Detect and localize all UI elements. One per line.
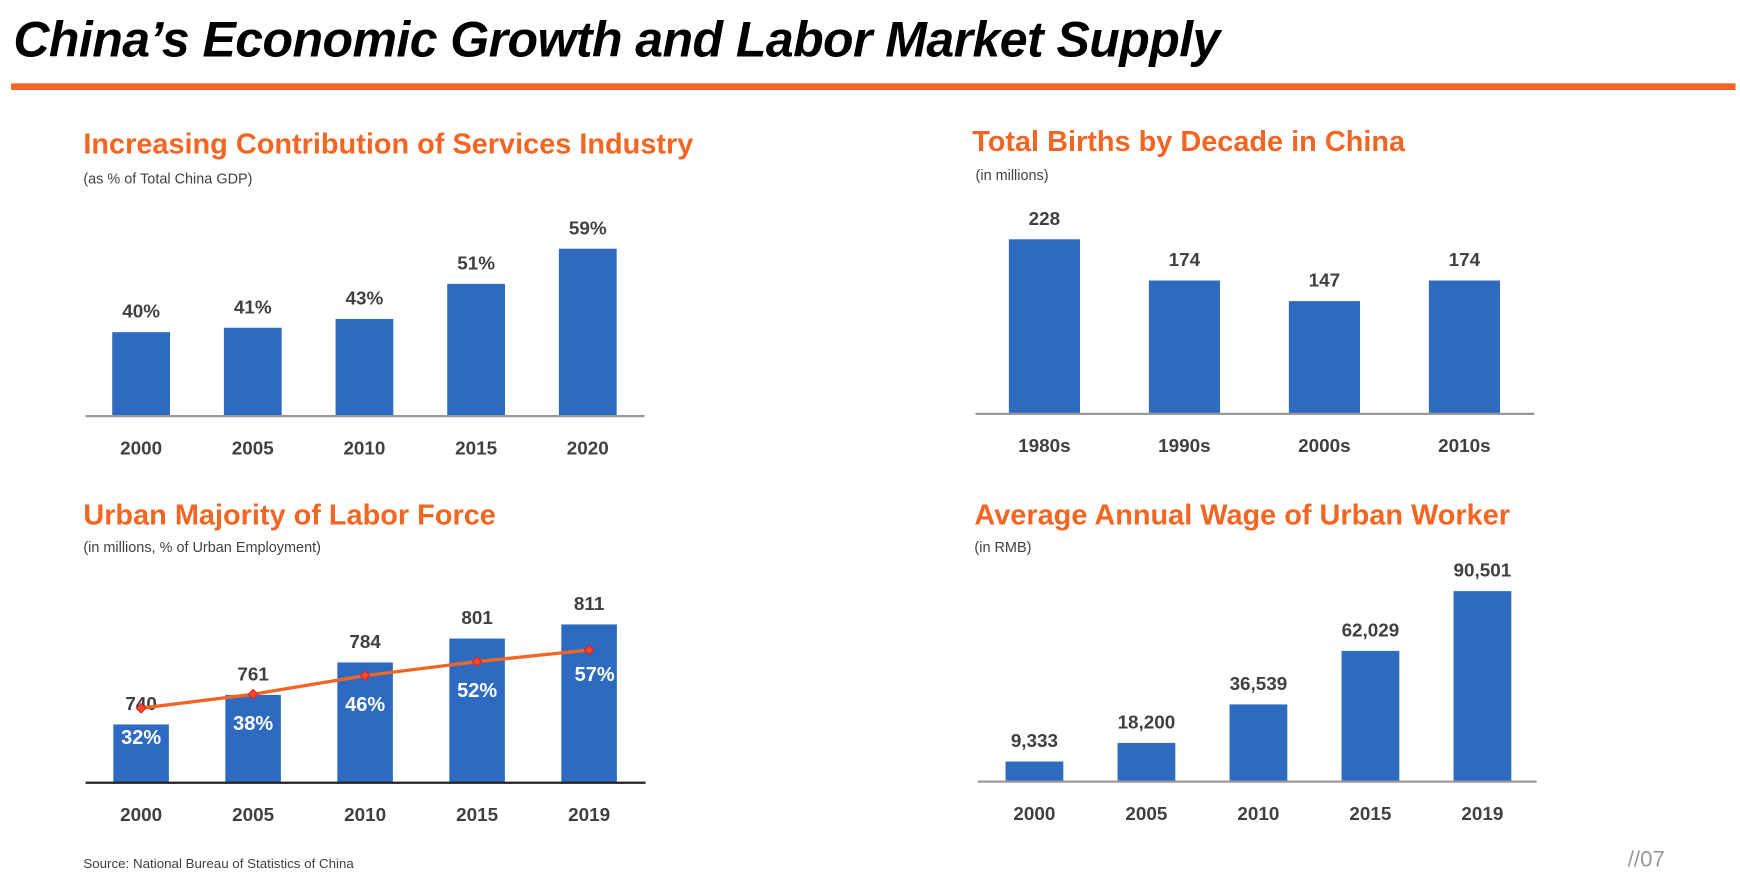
bar-2-1 (225, 694, 281, 783)
chart-subtitle-services: (as % of Total China GDP) (83, 169, 253, 187)
x-tick-label: 2005 (232, 805, 274, 826)
line-point-marker (471, 656, 483, 668)
bar-3-4 (1453, 591, 1512, 782)
x-tick-label: 2005 (232, 438, 274, 459)
line-point-marker (247, 688, 259, 700)
bar-value-label: 147 (1309, 271, 1341, 292)
x-tick-label: 2000 (120, 438, 162, 459)
x-tick-label: 2015 (456, 805, 498, 826)
chart-subtitle-labor: (in millions, % of Urban Employment) (83, 538, 321, 556)
bar-2-2 (337, 662, 393, 783)
bar-value-label: 761 (237, 664, 269, 685)
x-tick-label: 2005 (1125, 804, 1167, 825)
line-point-marker (135, 702, 147, 714)
chart-subtitle-births: (in millions) (975, 166, 1049, 184)
line-value-label: 38% (233, 713, 273, 735)
bar-value-label: 9,333 (1011, 731, 1058, 752)
bar-2-0 (113, 724, 169, 783)
x-tick-label: 2019 (1461, 804, 1503, 825)
bar-3-3 (1341, 650, 1400, 782)
bar-1-1 (1148, 280, 1220, 414)
bar-1-0 (1008, 239, 1080, 414)
bar-value-label: 174 (1169, 250, 1201, 271)
chart-title-births: Total Births by Decade in China (972, 124, 1406, 158)
bar-0-2 (335, 318, 394, 416)
bar-1-2 (1288, 301, 1360, 414)
bar-1-3 (1428, 280, 1500, 414)
bar-0-0 (112, 332, 170, 416)
line-value-label: 32% (121, 727, 161, 749)
x-tick-label: 1980s (1018, 436, 1071, 457)
bar-value-label: 62,029 (1342, 620, 1400, 641)
bar-value-label: 90,501 (1454, 561, 1512, 582)
bar-3-2 (1229, 704, 1288, 782)
x-tick-label: 2010 (344, 805, 386, 826)
x-tick-label: 2010s (1438, 436, 1491, 457)
bar-value-label: 41% (234, 297, 272, 318)
x-tick-label: 2010 (1237, 804, 1279, 825)
bar-0-4 (558, 248, 617, 416)
line-point-marker (359, 670, 371, 682)
line-point-marker (583, 644, 595, 656)
bar-value-label: 228 (1029, 209, 1061, 230)
x-tick-label: 2015 (455, 438, 497, 459)
bar-value-label: 784 (349, 632, 381, 653)
x-tick-label: 2019 (568, 805, 610, 826)
bar-0-3 (447, 283, 505, 416)
bar-value-label: 811 (574, 594, 604, 615)
bar-value-label: 43% (346, 289, 384, 310)
x-tick-label: 2015 (1349, 804, 1391, 825)
page-number: //07 (1627, 847, 1665, 873)
bar-value-label: 36,539 (1230, 674, 1288, 695)
x-tick-label: 2000s (1298, 436, 1351, 457)
chart-title-wage: Average Annual Wage of Urban Worker (974, 497, 1511, 532)
x-tick-label: 2000 (120, 805, 162, 826)
chart-subtitle-wage: (in RMB) (974, 538, 1032, 556)
line-value-label: 57% (575, 664, 615, 686)
bar-0-1 (223, 327, 282, 416)
bar-value-label: 801 (461, 608, 493, 629)
page-title: China’s Economic Growth and Labor Market… (13, 11, 1220, 68)
chart-title-services: Increasing Contribution of Services Indu… (83, 126, 694, 160)
bar-value-label: 51% (457, 253, 495, 274)
chart-title-labor: Urban Majority of Labor Force (83, 497, 496, 532)
x-tick-label: 2010 (343, 438, 385, 459)
bar-value-label: 59% (569, 218, 607, 239)
bar-3-0 (1005, 761, 1064, 782)
bar-value-label: 40% (122, 302, 160, 323)
line-value-label: 52% (457, 680, 497, 702)
x-tick-label: 2020 (567, 438, 609, 459)
bar-value-label: 18,200 (1118, 712, 1176, 733)
x-tick-label: 2000 (1013, 804, 1055, 825)
bar-3-1 (1117, 742, 1176, 782)
source-note: Source: National Bureau of Statistics of… (83, 855, 354, 872)
bar-value-label: 174 (1449, 250, 1481, 271)
line-value-label: 46% (345, 694, 385, 716)
title-divider (11, 83, 1736, 90)
x-tick-label: 1990s (1158, 436, 1211, 457)
